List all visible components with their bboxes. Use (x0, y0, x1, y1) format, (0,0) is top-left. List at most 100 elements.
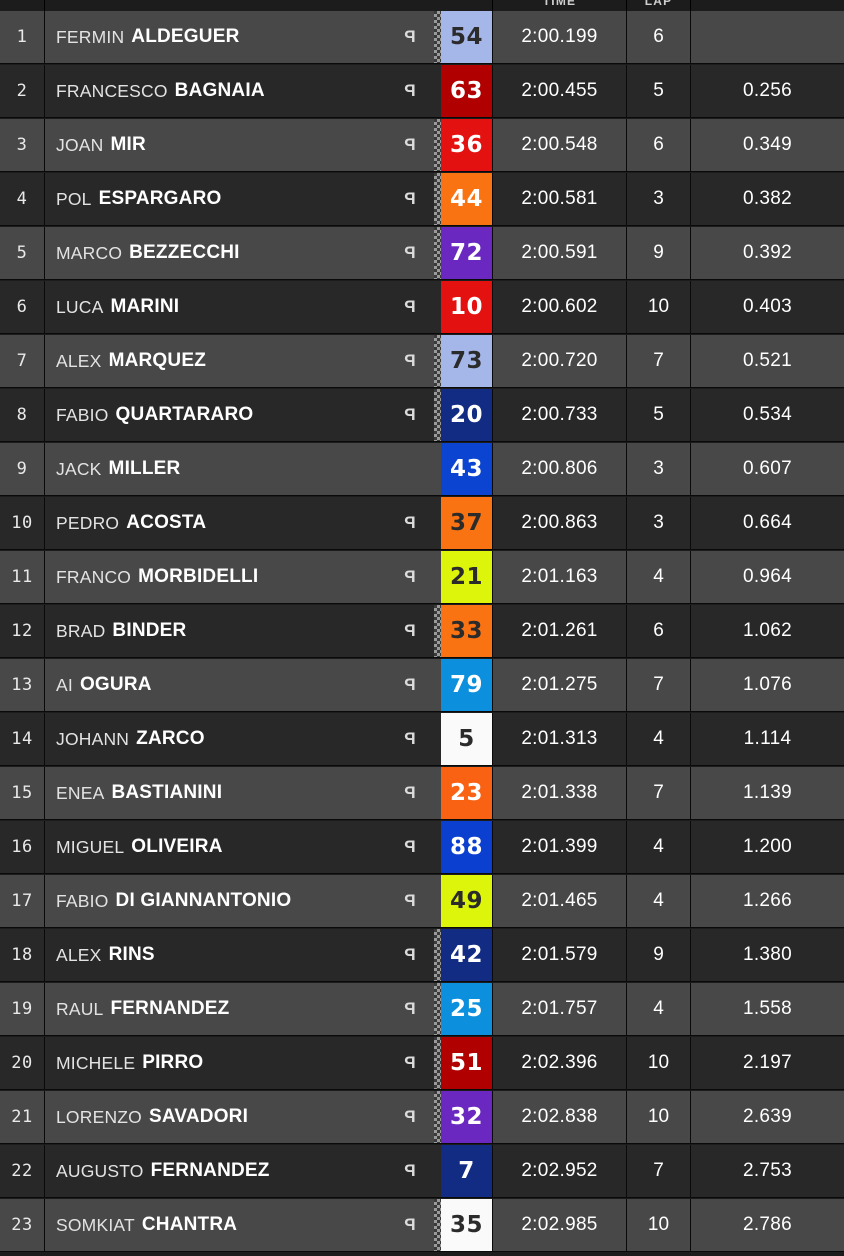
rider-number-badge[interactable]: 43 (441, 443, 492, 495)
rider-name-cell[interactable]: JACK MILLER (45, 443, 395, 495)
rider-number-badge[interactable]: 21 (441, 551, 492, 603)
column-divider (44, 65, 45, 117)
rider-number-badge[interactable]: 7 (441, 1145, 492, 1197)
table-row[interactable]: 4 POL ESPARGARO P 44 2:00.581 3 0.382 (0, 173, 844, 226)
rider-name-cell[interactable]: JOAN MIR (45, 119, 395, 171)
rider-number-badge[interactable]: 35 (441, 1199, 492, 1251)
rider-name-cell[interactable]: LUCA MARINI (45, 281, 395, 333)
table-row[interactable]: 10 PEDRO ACOSTA P 37 2:00.863 3 0.664 (0, 497, 844, 550)
table-row[interactable]: 14 JOHANN ZARCO P 5 2:01.313 4 1.114 (0, 713, 844, 766)
lap-count-cell: 10 (647, 1052, 670, 1073)
lap-time-cell: 2:01.338 (521, 782, 598, 803)
rider-number-badge[interactable]: 36 (441, 119, 492, 171)
column-divider (626, 443, 627, 495)
gap-cell: 0.349 (742, 134, 793, 155)
table-row[interactable]: 21 LORENZO SAVADORI P 32 2:02.838 10 2.639 (0, 1091, 844, 1144)
column-divider (626, 1091, 627, 1143)
table-row[interactable]: 20 MICHELE PIRRO P 51 2:02.396 10 2.197 (0, 1037, 844, 1090)
lap-time-cell: 2:00.591 (521, 242, 598, 263)
rider-name-cell[interactable]: MICHELE PIRRO (45, 1037, 395, 1089)
table-row[interactable]: 7 ALEX MARQUEZ P 73 2:00.720 7 0.521 (0, 335, 844, 388)
table-row[interactable]: 13 AI OGURA P 79 2:01.275 7 1.076 (0, 659, 844, 712)
rider-number-badge[interactable]: 25 (441, 983, 492, 1035)
rider-number-badge[interactable]: 23 (441, 767, 492, 819)
rider-name-cell[interactable]: MIGUEL OLIVEIRA (45, 821, 395, 873)
gap-cell: 0.607 (742, 458, 793, 479)
rider-name-cell[interactable]: FABIO QUARTARARO (45, 389, 395, 441)
rider-name-cell[interactable]: RAUL FERNANDEZ (45, 983, 395, 1035)
rider-name-cell[interactable]: POL ESPARGARO (45, 173, 395, 225)
rider-number-badge[interactable]: 49 (441, 875, 492, 927)
table-row[interactable]: 19 RAUL FERNANDEZ P 25 2:01.757 4 1.558 (0, 983, 844, 1036)
rider-number-badge[interactable]: 33 (441, 605, 492, 657)
checkered-flag-strip (434, 605, 441, 657)
rider-number-badge[interactable]: 37 (441, 497, 492, 549)
column-divider (492, 335, 493, 387)
table-row[interactable]: 15 ENEA BASTIANINI P 23 2:01.338 7 1.139 (0, 767, 844, 820)
gap-cell: 1.266 (742, 890, 793, 911)
gap-cell: 0.964 (742, 566, 793, 587)
rider-first-name: MICHELE (56, 1052, 136, 1073)
table-row[interactable]: 22 AUGUSTO FERNANDEZ P 7 2:02.952 7 2.753 (0, 1145, 844, 1198)
rider-first-name: AUGUSTO (56, 1160, 144, 1181)
rider-number-badge[interactable]: 42 (441, 929, 492, 981)
rider-number-badge[interactable]: 51 (441, 1037, 492, 1089)
rider-number-badge[interactable]: 72 (441, 227, 492, 279)
rider-name-cell[interactable]: PEDRO ACOSTA (45, 497, 395, 549)
table-row[interactable]: 9 JACK MILLER 43 2:00.806 3 0.607 (0, 443, 844, 496)
table-row[interactable]: 12 BRAD BINDER P 33 2:01.261 6 1.062 (0, 605, 844, 658)
rider-name-cell[interactable]: FRANCO MORBIDELLI (45, 551, 395, 603)
table-row[interactable]: 5 MARCO BEZZECCHI P 72 2:00.591 9 0.392 (0, 227, 844, 280)
rider-name-cell[interactable]: ENEA BASTIANINI (45, 767, 395, 819)
rider-name-cell[interactable]: ALEX RINS (45, 929, 395, 981)
column-divider (44, 875, 45, 927)
tyre-marker-icon: P (404, 135, 416, 154)
table-row[interactable]: 18 ALEX RINS P 42 2:01.579 9 1.380 (0, 929, 844, 982)
table-row[interactable]: 8 FABIO QUARTARARO P 20 2:00.733 5 0.534 (0, 389, 844, 442)
rider-last-name: MARINI (110, 296, 180, 317)
table-row[interactable]: 16 MIGUEL OLIVEIRA P 88 2:01.399 4 1.200 (0, 821, 844, 874)
table-row[interactable]: 23 SOMKIAT CHANTRA P 35 2:02.985 10 2.786 (0, 1199, 844, 1252)
lap-time-cell: 2:01.313 (521, 728, 598, 749)
checkered-flag-strip (434, 119, 441, 171)
column-divider (626, 335, 627, 387)
rider-number-badge[interactable]: 5 (441, 713, 492, 765)
table-row[interactable]: 11 FRANCO MORBIDELLI P 21 2:01.163 4 0.964 (0, 551, 844, 604)
rider-number-badge[interactable]: 79 (441, 659, 492, 711)
rider-name-cell[interactable]: FERMIN ALDEGUER (45, 11, 395, 63)
rider-name-cell[interactable]: AI OGURA (45, 659, 395, 711)
table-row[interactable]: 2 FRANCESCO BAGNAIA P 63 2:00.455 5 0.256 (0, 65, 844, 118)
column-divider (690, 551, 691, 603)
rider-name-cell[interactable]: SOMKIAT CHANTRA (45, 1199, 395, 1251)
checkered-flag-strip (434, 1199, 441, 1251)
gap-cell: 0.521 (742, 350, 793, 371)
table-row[interactable]: 3 JOAN MIR P 36 2:00.548 6 0.349 (0, 119, 844, 172)
rider-number-badge[interactable]: 10 (441, 281, 492, 333)
column-divider (492, 821, 493, 873)
column-divider (44, 497, 45, 549)
table-row[interactable]: 6 LUCA MARINI P 10 2:00.602 10 0.403 (0, 281, 844, 334)
rider-number-badge[interactable]: 63 (441, 65, 492, 117)
rider-number-badge[interactable]: 20 (441, 389, 492, 441)
rider-number-badge[interactable]: 32 (441, 1091, 492, 1143)
lap-time-cell: 2:00.720 (521, 350, 598, 371)
table-row[interactable]: 1 FERMIN ALDEGUER P 54 2:00.199 6 (0, 11, 844, 64)
rider-name-cell[interactable]: BRAD BINDER (45, 605, 395, 657)
rider-number-badge[interactable]: 54 (441, 11, 492, 63)
rider-last-name: RINS (108, 944, 155, 965)
table-row[interactable]: 17 FABIO DI GIANNANTONIO P 49 2:01.465 4 1.266 (0, 875, 844, 928)
rider-name-cell[interactable]: MARCO BEZZECCHI (45, 227, 395, 279)
column-divider (690, 713, 691, 765)
lap-count-cell: 4 (653, 890, 664, 911)
header-divider (690, 0, 691, 11)
rider-number-badge[interactable]: 88 (441, 821, 492, 873)
rider-name-cell[interactable]: FRANCESCO BAGNAIA (45, 65, 395, 117)
rider-name-cell[interactable]: JOHANN ZARCO (45, 713, 395, 765)
rider-name-cell[interactable]: LORENZO SAVADORI (45, 1091, 395, 1143)
rider-name-cell[interactable]: ALEX MARQUEZ (45, 335, 395, 387)
rider-number-badge[interactable]: 73 (441, 335, 492, 387)
rider-number-badge[interactable]: 44 (441, 173, 492, 225)
lap-count-cell: 7 (653, 674, 664, 695)
rider-name-cell[interactable]: AUGUSTO FERNANDEZ (45, 1145, 395, 1197)
rider-name-cell[interactable]: FABIO DI GIANNANTONIO (45, 875, 395, 927)
